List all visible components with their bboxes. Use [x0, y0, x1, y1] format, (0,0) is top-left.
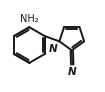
Text: NH₂: NH₂ — [20, 14, 39, 24]
Text: N: N — [68, 67, 77, 77]
Text: N: N — [48, 44, 57, 54]
